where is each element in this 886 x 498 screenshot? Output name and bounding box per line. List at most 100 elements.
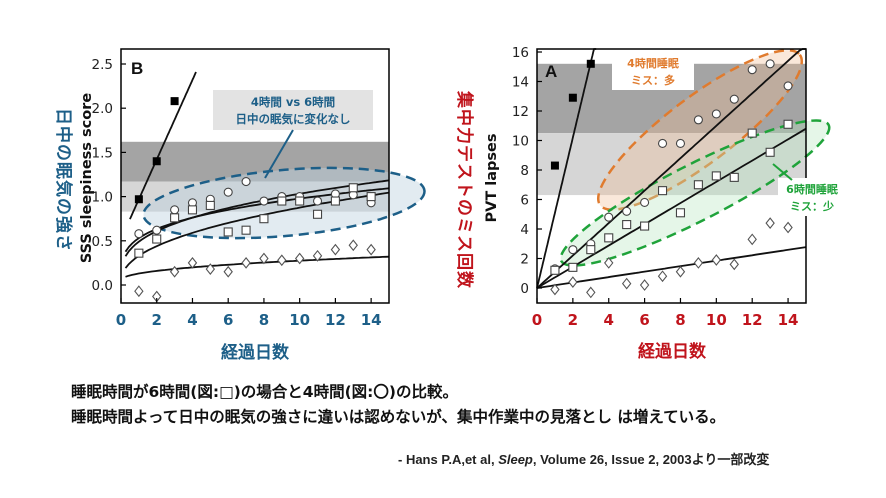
panel-b-point-square-4	[187, 205, 198, 215]
panel-a-ytick-label-12: 12	[512, 104, 529, 120]
panel-a-point-square-10	[711, 171, 721, 181]
panel-a-annotation-6h-pointer	[772, 163, 793, 181]
panel-b-fit-curve-3	[124, 179, 390, 257]
panel-b-annotation-line1: 4時間 vs 6時間	[251, 95, 335, 109]
panel-a-annotation-6h-line1: 6時間睡眠	[786, 182, 838, 196]
panel-b-point-square-10	[295, 196, 305, 206]
panel-a-point-square-9	[693, 180, 703, 190]
panel-b-point-square-6	[223, 227, 233, 237]
citation: - Hans P.A,et al, Sleep, Volume 26, Issu…	[398, 449, 769, 468]
panel-a-xtick-label-0: 0	[532, 311, 542, 329]
panel-b-point-square-11	[312, 209, 323, 219]
panel-b-point-square-12	[330, 196, 340, 206]
panel-a-point-filled-square-1	[550, 161, 559, 170]
panel-b-ytick-label-2.0: 2.0	[92, 101, 113, 117]
panel-a-xtick-label-4: 4	[604, 311, 614, 329]
panel-a-band-light	[537, 133, 806, 196]
panel-b-point-square-14	[366, 192, 376, 202]
panel-a-ytick-label-2: 2	[520, 252, 529, 268]
panel-b-point-diamond-9	[277, 254, 287, 267]
caption-line-1: 睡眠時間が6時間(図:□)の場合と4時間(図:〇)の比較。	[71, 383, 458, 401]
panel-a-annotation-6h-box	[778, 178, 846, 216]
panel-b-ytick-label-0.0: 0.0	[92, 278, 113, 294]
panel-a-point-diamond-3	[586, 286, 596, 299]
panel-b-point-circle-7	[241, 177, 251, 187]
panel-a-point-circle-12	[747, 65, 757, 75]
panel-b-annotation-line2: 日中の眠気に変化なし	[236, 112, 351, 126]
panel-a-xtick-label-14: 14	[778, 311, 799, 329]
panel-b-ytick-label-2.5: 2.5	[92, 57, 113, 73]
panel-a-point-circle-5	[622, 206, 632, 216]
panel-a-annotation-4h-box	[612, 52, 694, 90]
panel-a-ytick-label-0: 0	[520, 281, 529, 297]
panel-a-point-diamond-14	[783, 221, 793, 234]
panel-a-point-diamond-1	[550, 283, 560, 296]
panel-b-xtick-label-6: 6	[223, 311, 233, 329]
panel-a: 0 2 4 6 8 10 12 14 0 2 4 6 8 10 12 14 16 A 4時間睡眠 ミス：多 6時…	[454, 45, 846, 362]
panel-a-point-square-4	[604, 233, 614, 243]
panel-b-point-diamond-7	[241, 257, 251, 269]
panel-b-xtick-label-14: 14	[361, 311, 382, 329]
panel-a-point-diamond-10	[711, 254, 722, 266]
panel-b-xtick-label-10: 10	[289, 311, 310, 329]
panel-b-fit-curve-2	[124, 187, 390, 253]
panel-b-point-square-9	[277, 196, 287, 206]
panel-a-ytick-label-4: 4	[520, 222, 529, 238]
panel-a-point-circle-10	[711, 109, 721, 119]
panel-b-ylabel-ja: 日中の眠気の強さ	[53, 108, 74, 252]
panel-a-fit-curve-1	[536, 48, 806, 289]
panel-b-point-circle-3	[170, 205, 180, 215]
panel-a-point-circle-14	[783, 81, 793, 91]
panel-a-point-circle-7	[657, 138, 668, 148]
panel-b-band-dark	[121, 141, 389, 182]
panel-a-point-square-13	[765, 147, 775, 157]
panel-a-point-square-6	[640, 221, 650, 231]
panel-a-point-diamond-4	[604, 257, 614, 269]
panel-a-ytick-label-10: 10	[512, 134, 529, 150]
panel-a-point-square-7	[657, 186, 668, 196]
panel-a-xtick-label-2: 2	[568, 311, 578, 329]
panel-b-point-circle-1	[134, 229, 144, 239]
panel-b-point-diamond-1	[134, 285, 144, 298]
panel-b-annotation-pointer	[264, 129, 294, 179]
citation-suffix: , Volume 26, Issue 2, 2003より一部改変	[532, 452, 770, 467]
panel-a-ellipse-4h	[596, 49, 804, 211]
panel-a-point-circle-11	[729, 94, 739, 104]
panel-a-frame	[536, 48, 807, 304]
panel-b-xtick-label-0: 0	[116, 311, 126, 329]
panel-a-point-diamond-5	[621, 277, 632, 290]
panel-b-point-diamond-4	[187, 257, 198, 269]
panel-b-ytick-label-1.0: 1.0	[92, 190, 113, 206]
citation-journal: Sleep	[498, 452, 533, 467]
panel-b-point-diamond-3	[169, 265, 180, 278]
panel-a-ylabel-ja: 集中力テストのミス回数	[454, 90, 475, 289]
panel-b-point-diamond-12	[330, 243, 341, 256]
panel-b-fit-curve-0	[129, 71, 197, 220]
panel-a-annotation-4h-line1: 4時間睡眠	[627, 56, 679, 70]
panel-b-point-square-7	[241, 225, 251, 235]
panel-a-point-diamond-2	[568, 276, 578, 288]
panel-a-xtick-label-12: 12	[742, 311, 763, 329]
panel-b-point-diamond-6	[223, 265, 233, 278]
panel-a-annotation-6h-line2: ミス：少	[790, 199, 834, 213]
panel-a-label: A	[545, 62, 557, 81]
panel-b-point-circle-11	[312, 196, 323, 206]
panel-b-point-filled-square-3	[170, 97, 179, 106]
panel-b-point-circle-8	[259, 196, 269, 206]
panel-b-point-diamond-11	[312, 249, 323, 262]
citation-prefix: - Hans P.A,et al,	[398, 452, 499, 467]
panel-a-point-diamond-9	[693, 257, 704, 269]
panel-a-point-square-8	[675, 208, 686, 218]
panel-a-point-diamond-8	[675, 265, 686, 278]
caption-line-2: 睡眠時間よって日中の眠気の強さに違いは認めないが、集中作業中の見落とし は増えて…	[71, 408, 726, 426]
figure: 0 2 4 6 8 10 12 14 0.0 0.5 1.0 1.5 2.0 2.5 B 4時間 vs 6…	[53, 45, 846, 363]
panel-b-point-diamond-13	[348, 239, 358, 252]
panel-a-point-square-5	[622, 220, 632, 230]
panel-b-point-square-1	[134, 248, 144, 258]
panel-a-fit-curve-3	[536, 246, 807, 289]
panel-b-point-filled-square-1	[134, 195, 143, 204]
panel-a-ytick-label-16: 16	[512, 45, 529, 61]
panel-a-point-circle-2	[568, 245, 578, 255]
panel-a-annotation-4h-line2: ミス：多	[631, 73, 675, 87]
panel-a-point-circle-9	[693, 115, 703, 125]
